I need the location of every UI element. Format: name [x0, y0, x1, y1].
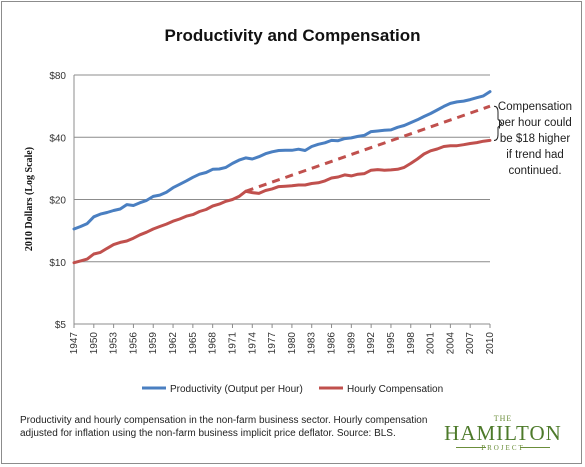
series-lines	[72, 90, 492, 265]
trend-line	[245, 104, 491, 193]
gridlines	[74, 74, 490, 325]
x-tick-label: 1953	[109, 332, 120, 355]
logo-rule-right	[520, 447, 550, 448]
x-tick-label: 1980	[287, 332, 298, 355]
x-tick-label: 1986	[327, 332, 338, 355]
x-tick-label: 1971	[227, 332, 238, 355]
annotation-line: continued.	[508, 165, 561, 177]
y-tick-label: $40	[49, 133, 66, 144]
annotation-bracket	[493, 105, 503, 141]
x-tick-label: 1959	[148, 332, 159, 355]
y-axis-label: 2010 Dollars (Log Scale)	[24, 147, 35, 251]
productivity-compensation-chart: $5$10$20$40$80 1947 1950 1953 1956 1959 1962 1…	[24, 71, 572, 395]
annotation-line: per hour could	[498, 117, 572, 129]
x-tick-label: 1998	[406, 332, 417, 355]
x-tick-label: 1956	[128, 332, 139, 355]
x-axis: 1947 1950 1953 1956 1959 1962 1965 1968 1971 1974…	[69, 323, 496, 355]
chart-title: Productivity and Compensation	[164, 26, 421, 45]
legend: Productivity (Output per Hour) Hourly Com…	[142, 384, 443, 395]
x-tick-label: 2004	[445, 332, 456, 355]
x-tick-label: 1965	[188, 332, 199, 355]
hamilton-project-logo: THE HAMILTON PROJECT	[442, 414, 564, 452]
y-tick-label: $5	[55, 320, 67, 331]
y-axis: $5 $10 $20 $40 $80	[49, 71, 75, 331]
x-tick-label: 1974	[247, 332, 258, 355]
x-tick-label: 1947	[69, 332, 80, 355]
x-tick-label: 2001	[426, 332, 437, 355]
y-tick-label: $80	[49, 71, 66, 82]
y-tick-label: $10	[49, 258, 66, 269]
x-tick-label: 1989	[346, 332, 357, 355]
x-tick-label: 1977	[267, 332, 278, 355]
series-line-productivity	[72, 90, 492, 231]
x-tick-label: 1992	[366, 332, 377, 355]
x-tick-label: 2007	[465, 332, 476, 355]
x-tick-label: 1962	[168, 332, 179, 355]
annotation-line: be $18 higher	[500, 133, 571, 145]
legend-label-compensation: Hourly Compensation	[347, 384, 443, 395]
annotation-line: Compensation	[498, 101, 572, 113]
logo-rule-left	[456, 447, 486, 448]
annotation-line: if trend had	[506, 149, 564, 161]
series-line-compensation	[72, 138, 492, 265]
x-tick-label: 1950	[89, 332, 100, 355]
annotation: Compensation per hour could be $18 higher i…	[493, 101, 572, 177]
logo-project: PROJECT	[481, 444, 525, 452]
x-tick-label: 1983	[307, 332, 318, 355]
x-tick-label: 1968	[208, 332, 219, 355]
x-tick-label: 1995	[386, 332, 397, 355]
legend-label-productivity: Productivity (Output per Hour)	[170, 384, 303, 395]
logo-the: THE	[493, 414, 513, 423]
footnote: Productivity and hourly compensation in …	[20, 415, 428, 439]
logo-name: HAMILTON	[444, 421, 562, 445]
y-tick-label: $20	[49, 196, 66, 207]
x-tick-label: 2010	[485, 332, 496, 355]
